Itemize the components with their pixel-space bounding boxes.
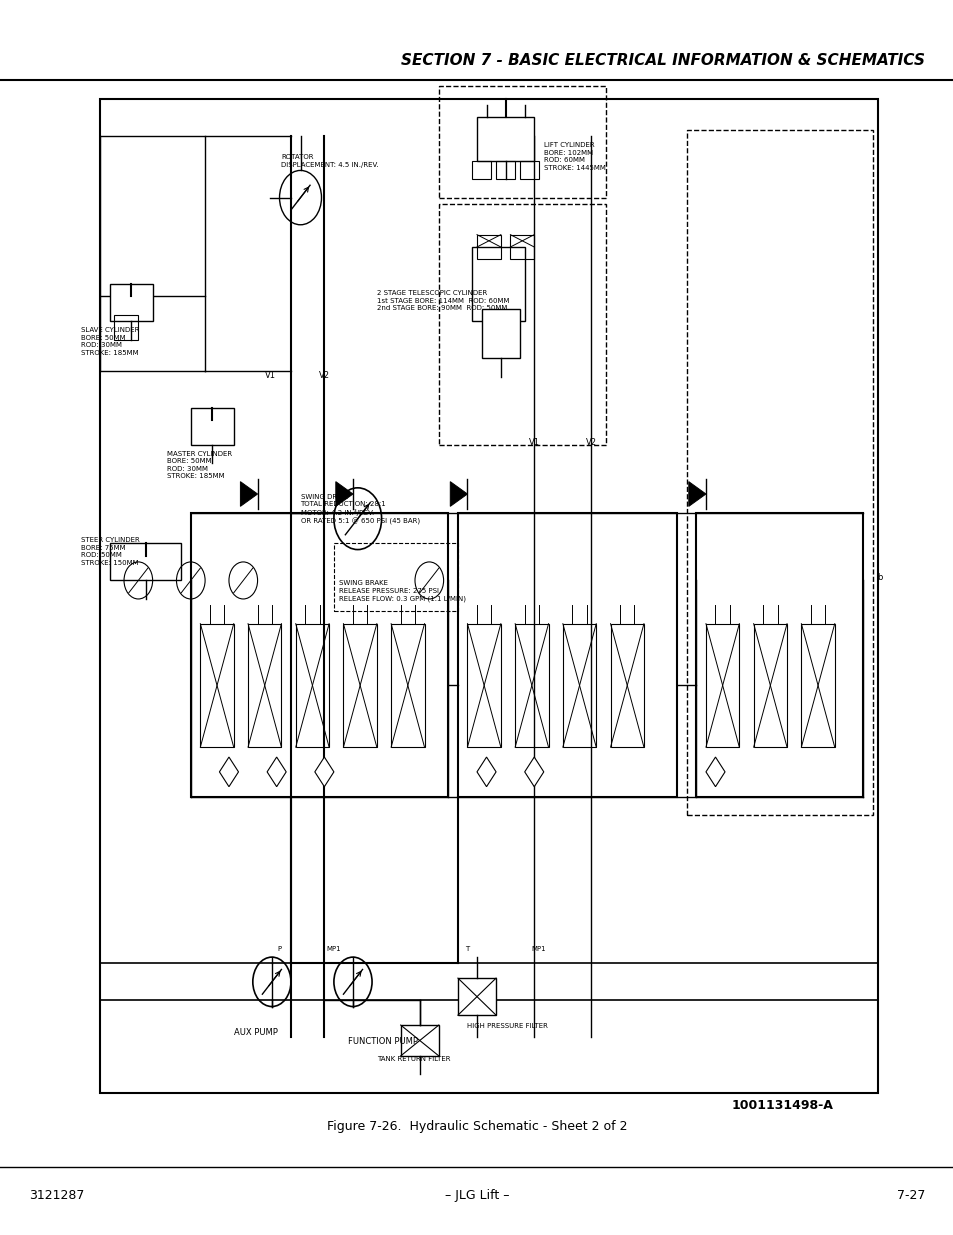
Bar <box>110 543 181 580</box>
Bar <box>510 235 534 259</box>
Bar <box>343 624 376 747</box>
Text: SLAVE CYLINDER
BORE: 50MM
ROD: 30MM
STROKE: 185MM: SLAVE CYLINDER BORE: 50MM ROD: 30MM STRO… <box>81 327 139 356</box>
Bar <box>191 408 233 445</box>
Text: V1: V1 <box>264 370 275 379</box>
Bar <box>391 624 424 747</box>
Bar <box>496 161 515 179</box>
Text: b: b <box>877 573 882 583</box>
Bar <box>610 624 643 747</box>
Text: MP1: MP1 <box>326 946 341 952</box>
Bar <box>476 235 500 259</box>
Bar <box>472 247 524 321</box>
Polygon shape <box>705 757 724 787</box>
Text: STEER CYLINDER
BORE: 75MM
ROD: 50MM
STROKE: 150MM: STEER CYLINDER BORE: 75MM ROD: 50MM STRO… <box>81 537 140 566</box>
Bar <box>438 204 605 445</box>
Polygon shape <box>476 757 496 787</box>
Text: V2: V2 <box>585 438 597 447</box>
Text: SWING BRAKE
RELEASE PRESSURE: 275 PSI
RELEASE FLOW: 0.3 GPM (1.1 L/MIN): SWING BRAKE RELEASE PRESSURE: 275 PSI RE… <box>338 580 465 601</box>
Polygon shape <box>688 482 705 506</box>
Polygon shape <box>450 482 467 506</box>
Text: SECTION 7 - BASIC ELECTRICAL INFORMATION & SCHEMATICS: SECTION 7 - BASIC ELECTRICAL INFORMATION… <box>401 53 924 68</box>
Bar <box>753 624 786 747</box>
Text: 2 STAGE TELESCOPIC CYLINDER
1st STAGE BORE: 114MM  ROD: 60MM
2nd STAGE BORE: 90M: 2 STAGE TELESCOPIC CYLINDER 1st STAGE BO… <box>376 290 509 311</box>
Bar <box>110 284 152 321</box>
Bar <box>100 99 877 1093</box>
Bar <box>191 513 448 797</box>
Bar <box>200 624 233 747</box>
Text: 1001131498-A: 1001131498-A <box>731 1099 832 1112</box>
Text: 3121287: 3121287 <box>29 1189 84 1202</box>
Bar <box>467 624 500 747</box>
Bar <box>334 543 457 611</box>
Text: 7-27: 7-27 <box>896 1189 924 1202</box>
Bar <box>295 624 329 747</box>
Text: ROTATOR
DISPLACEMENT: 4.5 IN./REV.: ROTATOR DISPLACEMENT: 4.5 IN./REV. <box>281 154 378 168</box>
Bar <box>696 513 862 797</box>
Bar <box>686 130 872 815</box>
Text: P: P <box>277 946 281 952</box>
Polygon shape <box>267 757 286 787</box>
Polygon shape <box>240 482 257 506</box>
Polygon shape <box>335 482 353 506</box>
Bar <box>472 161 491 179</box>
Text: SWING DRIVE
TOTAL REDUCTION: 28:1
MOTOR: 4.2 IN.³/REV.
OR RATED 5:1 @ 650 PSI (4: SWING DRIVE TOTAL REDUCTION: 28:1 MOTOR:… <box>300 494 419 525</box>
Text: FUNCTION PUMP: FUNCTION PUMP <box>348 1037 417 1046</box>
Bar <box>705 624 739 747</box>
Text: V2: V2 <box>318 370 330 379</box>
Bar <box>476 117 534 161</box>
Bar <box>457 978 496 1015</box>
Bar <box>562 624 596 747</box>
Bar <box>400 1025 438 1056</box>
Bar <box>481 309 519 358</box>
Polygon shape <box>314 757 334 787</box>
Text: T: T <box>465 946 469 952</box>
Polygon shape <box>524 757 543 787</box>
Bar <box>438 86 605 198</box>
Text: HIGH PRESSURE FILTER: HIGH PRESSURE FILTER <box>467 1023 548 1029</box>
Text: MP1: MP1 <box>531 946 546 952</box>
Text: MASTER CYLINDER
BORE: 50MM
ROD: 30MM
STROKE: 185MM: MASTER CYLINDER BORE: 50MM ROD: 30MM STR… <box>167 451 232 479</box>
Text: LIFT CYLINDER
BORE: 102MM
ROD: 60MM
STROKE: 1445MM: LIFT CYLINDER BORE: 102MM ROD: 60MM STRO… <box>543 142 605 170</box>
Bar <box>114 315 138 340</box>
Text: TANK RETURN FILTER: TANK RETURN FILTER <box>376 1056 450 1062</box>
Bar <box>801 624 834 747</box>
Polygon shape <box>219 757 238 787</box>
Text: – JLG Lift –: – JLG Lift – <box>444 1189 509 1202</box>
Bar <box>515 624 548 747</box>
Bar <box>457 513 677 797</box>
Bar <box>248 624 281 747</box>
Text: V1: V1 <box>528 438 539 447</box>
Bar <box>519 161 538 179</box>
Text: Figure 7-26.  Hydraulic Schematic - Sheet 2 of 2: Figure 7-26. Hydraulic Schematic - Sheet… <box>327 1120 626 1132</box>
Text: AUX PUMP: AUX PUMP <box>233 1028 277 1036</box>
